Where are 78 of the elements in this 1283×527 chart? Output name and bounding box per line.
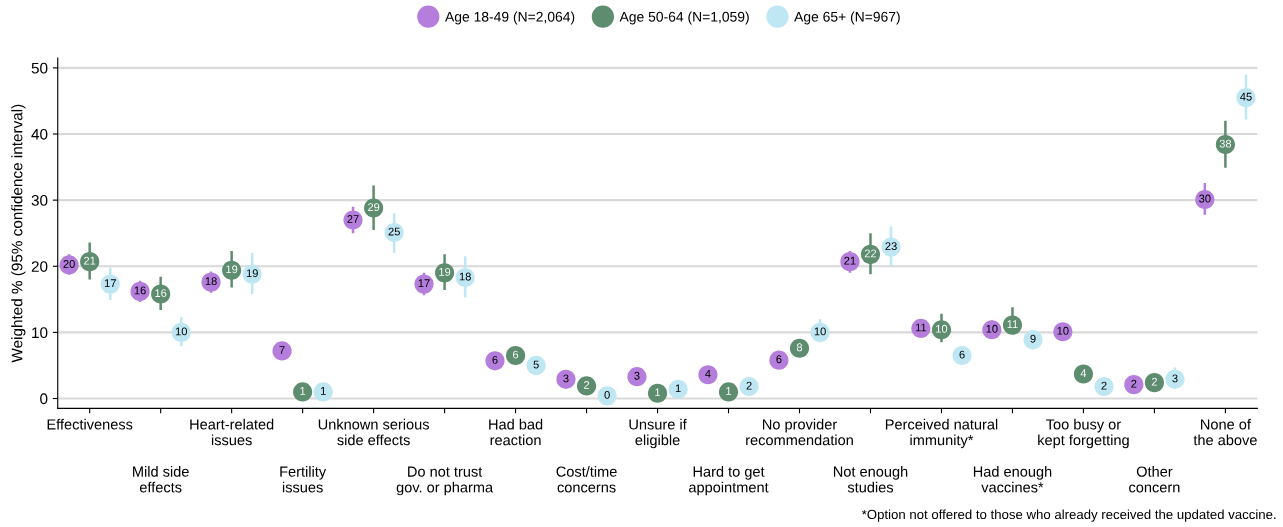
data-label: 3 [634, 371, 640, 380]
data-label: 5 [533, 360, 539, 369]
data-label: 10 [986, 324, 998, 333]
y-tick-label: 0 [40, 393, 48, 405]
data-label: 9 [1030, 334, 1036, 343]
data-label: 6 [492, 355, 498, 364]
data-label: 21 [84, 256, 96, 265]
y-tick-label: 40 [31, 128, 48, 140]
data-label: 19 [246, 269, 258, 278]
data-label: 6 [513, 350, 519, 359]
x-tick-label: Too busy or kept forgetting [1038, 418, 1129, 449]
data-label: 1 [726, 387, 732, 395]
data-label: 16 [155, 289, 167, 298]
data-label: 25 [388, 227, 400, 236]
legend-label: Age 50-64 (N=1,059) [619, 11, 749, 25]
x-tick-label: Do not trust gov. or pharma [396, 466, 494, 496]
data-label: 2 [1131, 379, 1137, 388]
data-label: 1 [655, 388, 661, 397]
y-tick-label: 30 [31, 195, 48, 206]
data-label: 8 [796, 343, 803, 352]
y-axis-title: Weighted % (95% confidence interval) [11, 104, 26, 363]
data-label: 18 [205, 277, 217, 286]
x-tick-label: Not enough studies [833, 466, 908, 493]
data-label: 19 [226, 265, 238, 274]
x-tick-label: Heart-related issues [190, 418, 274, 446]
y-tick-label: 20 [31, 261, 48, 272]
data-label: 4 [1080, 369, 1087, 377]
data-label: 2 [1151, 377, 1157, 386]
data-label: 1 [320, 387, 326, 395]
text: *Option not offered to those who already received the updated vaccine. [861, 509, 1276, 522]
x-tick-label: Effectiveness [47, 418, 133, 430]
data-label: 16 [134, 286, 146, 295]
x-tick-label: Perceived natural immunity* [885, 418, 998, 449]
x-tick-label: No provider recommendation [746, 418, 853, 446]
data-label: 27 [347, 215, 359, 223]
x-tick-label: None of the above [1193, 418, 1257, 446]
data-label: 1 [675, 384, 681, 393]
x-tick-label: Hard to get appointment [689, 466, 769, 496]
data-label: 17 [104, 279, 116, 287]
x-tick-label: Unknown serious side effects [318, 418, 430, 446]
legend-label: Age 65+ (N=967) [794, 11, 900, 25]
data-label: 3 [563, 374, 569, 383]
y-tick-label: 10 [32, 327, 48, 339]
x-tick-label: Mild side effects [133, 466, 189, 493]
x-tick-label: Had enough vaccines* [973, 466, 1052, 493]
data-label: 21 [844, 256, 856, 265]
data-label: 11 [915, 323, 927, 332]
data-label: 2 [746, 381, 752, 390]
data-label: 22 [864, 249, 877, 258]
x-tick-label: Unsure if eligible [629, 418, 687, 449]
data-label: 2 [1101, 381, 1107, 390]
data-label: 11 [1007, 320, 1018, 328]
legend-label: Age 18-49 (N=2,064) [445, 11, 575, 25]
data-label: 45 [1240, 92, 1252, 101]
y-tick-label: 50 [31, 62, 48, 74]
data-label: 17 [418, 279, 430, 287]
data-label: 4 [705, 369, 711, 378]
data-label: 29 [367, 203, 380, 212]
data-label: 2 [584, 381, 590, 389]
x-tick-label: Had bad reaction [489, 418, 543, 446]
data-label: 38 [1219, 139, 1232, 148]
data-label: 10 [814, 327, 826, 336]
data-label: 23 [885, 242, 897, 251]
data-label: 7 [279, 346, 285, 354]
data-label: 10 [936, 324, 948, 333]
data-label: 19 [439, 267, 451, 276]
data-label: 10 [175, 327, 187, 336]
x-tick-label: Other concern [1129, 466, 1180, 493]
data-label: 20 [63, 260, 75, 268]
x-tick-label: Cost/time concerns [556, 466, 617, 493]
data-label: 30 [1199, 194, 1211, 203]
x-tick-label: Fertility issues [280, 466, 327, 493]
data-label: 18 [459, 272, 471, 281]
data-label: 1 [300, 387, 306, 395]
data-label: 6 [959, 350, 965, 359]
data-label: 6 [776, 355, 782, 364]
data-label: 10 [1057, 326, 1069, 335]
data-label: 0 [604, 390, 610, 399]
